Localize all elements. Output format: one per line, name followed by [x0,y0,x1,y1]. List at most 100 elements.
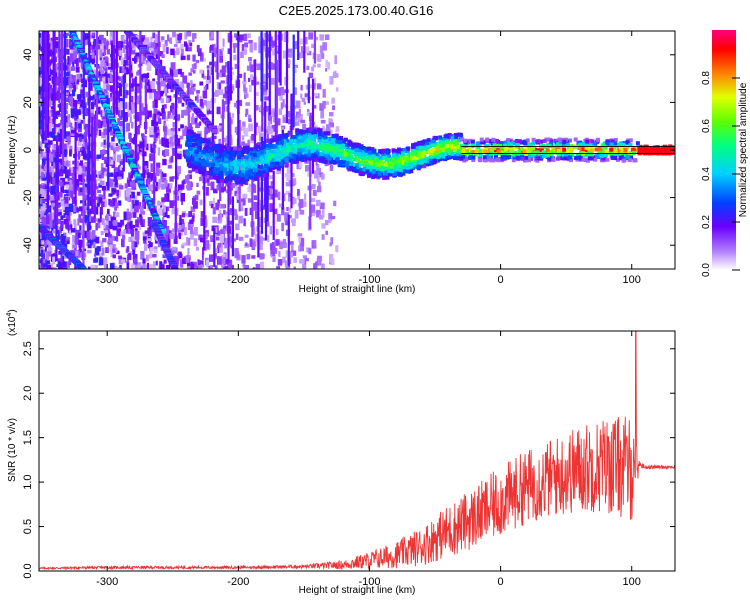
heatmap-noise-cell [194,226,198,236]
heatmap-noise-cell [175,207,179,216]
heatmap-noise-cell [84,146,89,154]
heatmap-noise-cell [329,254,334,263]
heatmap-noise-cell [153,93,159,100]
heatmap-noise-cell [50,197,56,205]
heatmap-noise-cell [219,187,224,193]
heatmap-band-cell [345,144,350,149]
heatmap-noise-cell [60,215,64,221]
heatmap-noise-cell [94,196,98,200]
heatmap-noise-cell [118,55,122,61]
heatmap-noise-cell [73,219,77,225]
heatmap-noise-cell [192,197,196,205]
heatmap-noise-cell [45,215,50,225]
heatmap-noise-cell [148,91,153,100]
heatmap-noise-cell [67,222,70,231]
heatmap-noise-cell [160,80,166,87]
heatmap-noise-cell [213,48,217,58]
heatmap-noise-cell [307,109,310,114]
heatmap-noise-cell [65,92,69,96]
heatmap-noise-cell [45,251,50,260]
heatmap-noise-cell [198,234,203,241]
heatmap-streak-cell [268,31,271,116]
heatmap-band-cell [215,176,220,181]
heatmap-noise-cell [243,33,248,41]
heatmap-noise-cell [230,85,235,91]
heatmap-noise-cell [120,259,126,264]
heatmap-noise-cell [90,216,96,223]
heatmap-noise-cell [207,182,213,186]
heatmap-noise-cell [172,176,177,180]
heatmap-noise-cell [168,128,173,136]
heatmap-noise-cell [196,182,199,188]
heatmap-noise-cell [167,183,170,193]
heatmap-noise-cell [43,151,46,157]
heatmap-noise-cell [292,198,297,204]
heatmap-noise-cell [248,39,253,44]
heatmap-noise-cell [268,193,274,200]
heatmap-noise-cell [84,200,87,206]
heatmap-noise-cell [186,181,191,191]
heatmap-noise-cell [51,228,54,232]
heatmap-noise-cell [51,213,54,220]
heatmap-noise-cell [134,228,138,232]
heatmap-noise-cell [78,165,82,174]
heatmap-noise-cell [204,218,208,227]
heatmap-noise-cell [162,254,168,259]
heatmap-noise-cell [224,86,230,96]
heatmap-noise-cell [187,174,192,180]
heatmap-noise-cell [98,174,101,179]
heatmap-noise-cell [254,233,260,242]
heatmap-noise-cell [140,74,146,82]
heatmap-noise-cell [320,111,324,119]
heatmap-noise-cell [199,199,203,206]
heatmap-noise-cell [86,108,89,114]
heatmap-noise-cell [288,192,291,202]
heatmap-noise-cell [110,68,115,73]
heatmap-noise-cell [130,73,133,78]
heatmap-noise-cell [163,205,166,213]
heatmap-noise-cell [54,85,58,94]
heatmap-streak-cell [275,59,278,155]
heatmap-noise-cell [274,189,278,197]
heatmap-noise-cell [223,137,227,143]
heatmap-noise-cell [177,68,182,75]
heatmap-noise-cell [335,126,340,133]
heatmap-noise-cell [171,102,175,110]
heatmap-band-cell [358,171,363,176]
heatmap-noise-cell [142,232,147,236]
heatmap-noise-cell [72,108,77,117]
heatmap-noise-cell [113,236,117,241]
heatmap-noise-cell [77,150,81,160]
heatmap-noise-cell [300,46,303,55]
heatmap-band-cell [205,143,210,148]
heatmap-streak-cell [87,145,90,229]
heatmap-noise-cell [128,146,132,154]
heatmap-noise-cell [328,218,332,224]
heatmap-noise-cell [282,239,286,245]
heatmap-noise-cell [157,147,161,156]
heatmap-noise-cell [112,198,115,207]
heatmap-noise-cell [177,184,183,192]
heatmap-noise-cell [313,263,317,269]
heatmap-noise-cell [200,237,205,243]
heatmap-noise-cell [223,228,226,234]
heatmap-noise-cell [57,209,62,213]
heatmap-noise-cell [209,254,214,262]
heatmap-noise-cell [171,142,176,151]
heatmap-noise-cell [90,111,94,120]
heatmap-noise-cell [223,238,228,244]
heatmap-noise-cell [78,248,83,258]
heatmap-band-cell [249,175,254,180]
heatmap-noise-cell [285,250,289,258]
heatmap-noise-cell [48,185,52,193]
heatmap-noise-cell [223,209,226,215]
heatmap-noise-cell [73,51,77,60]
heatmap-noise-cell [311,66,315,72]
heatmap-streak-cell [221,99,224,188]
heatmap-noise-cell [135,219,139,228]
heatmap-noise-cell [117,117,120,125]
heatmap-noise-cell [147,207,150,211]
heatmap-noise-cell [109,92,113,99]
heatmap-noise-cell [250,44,253,53]
heatmap-noise-cell [210,181,215,191]
